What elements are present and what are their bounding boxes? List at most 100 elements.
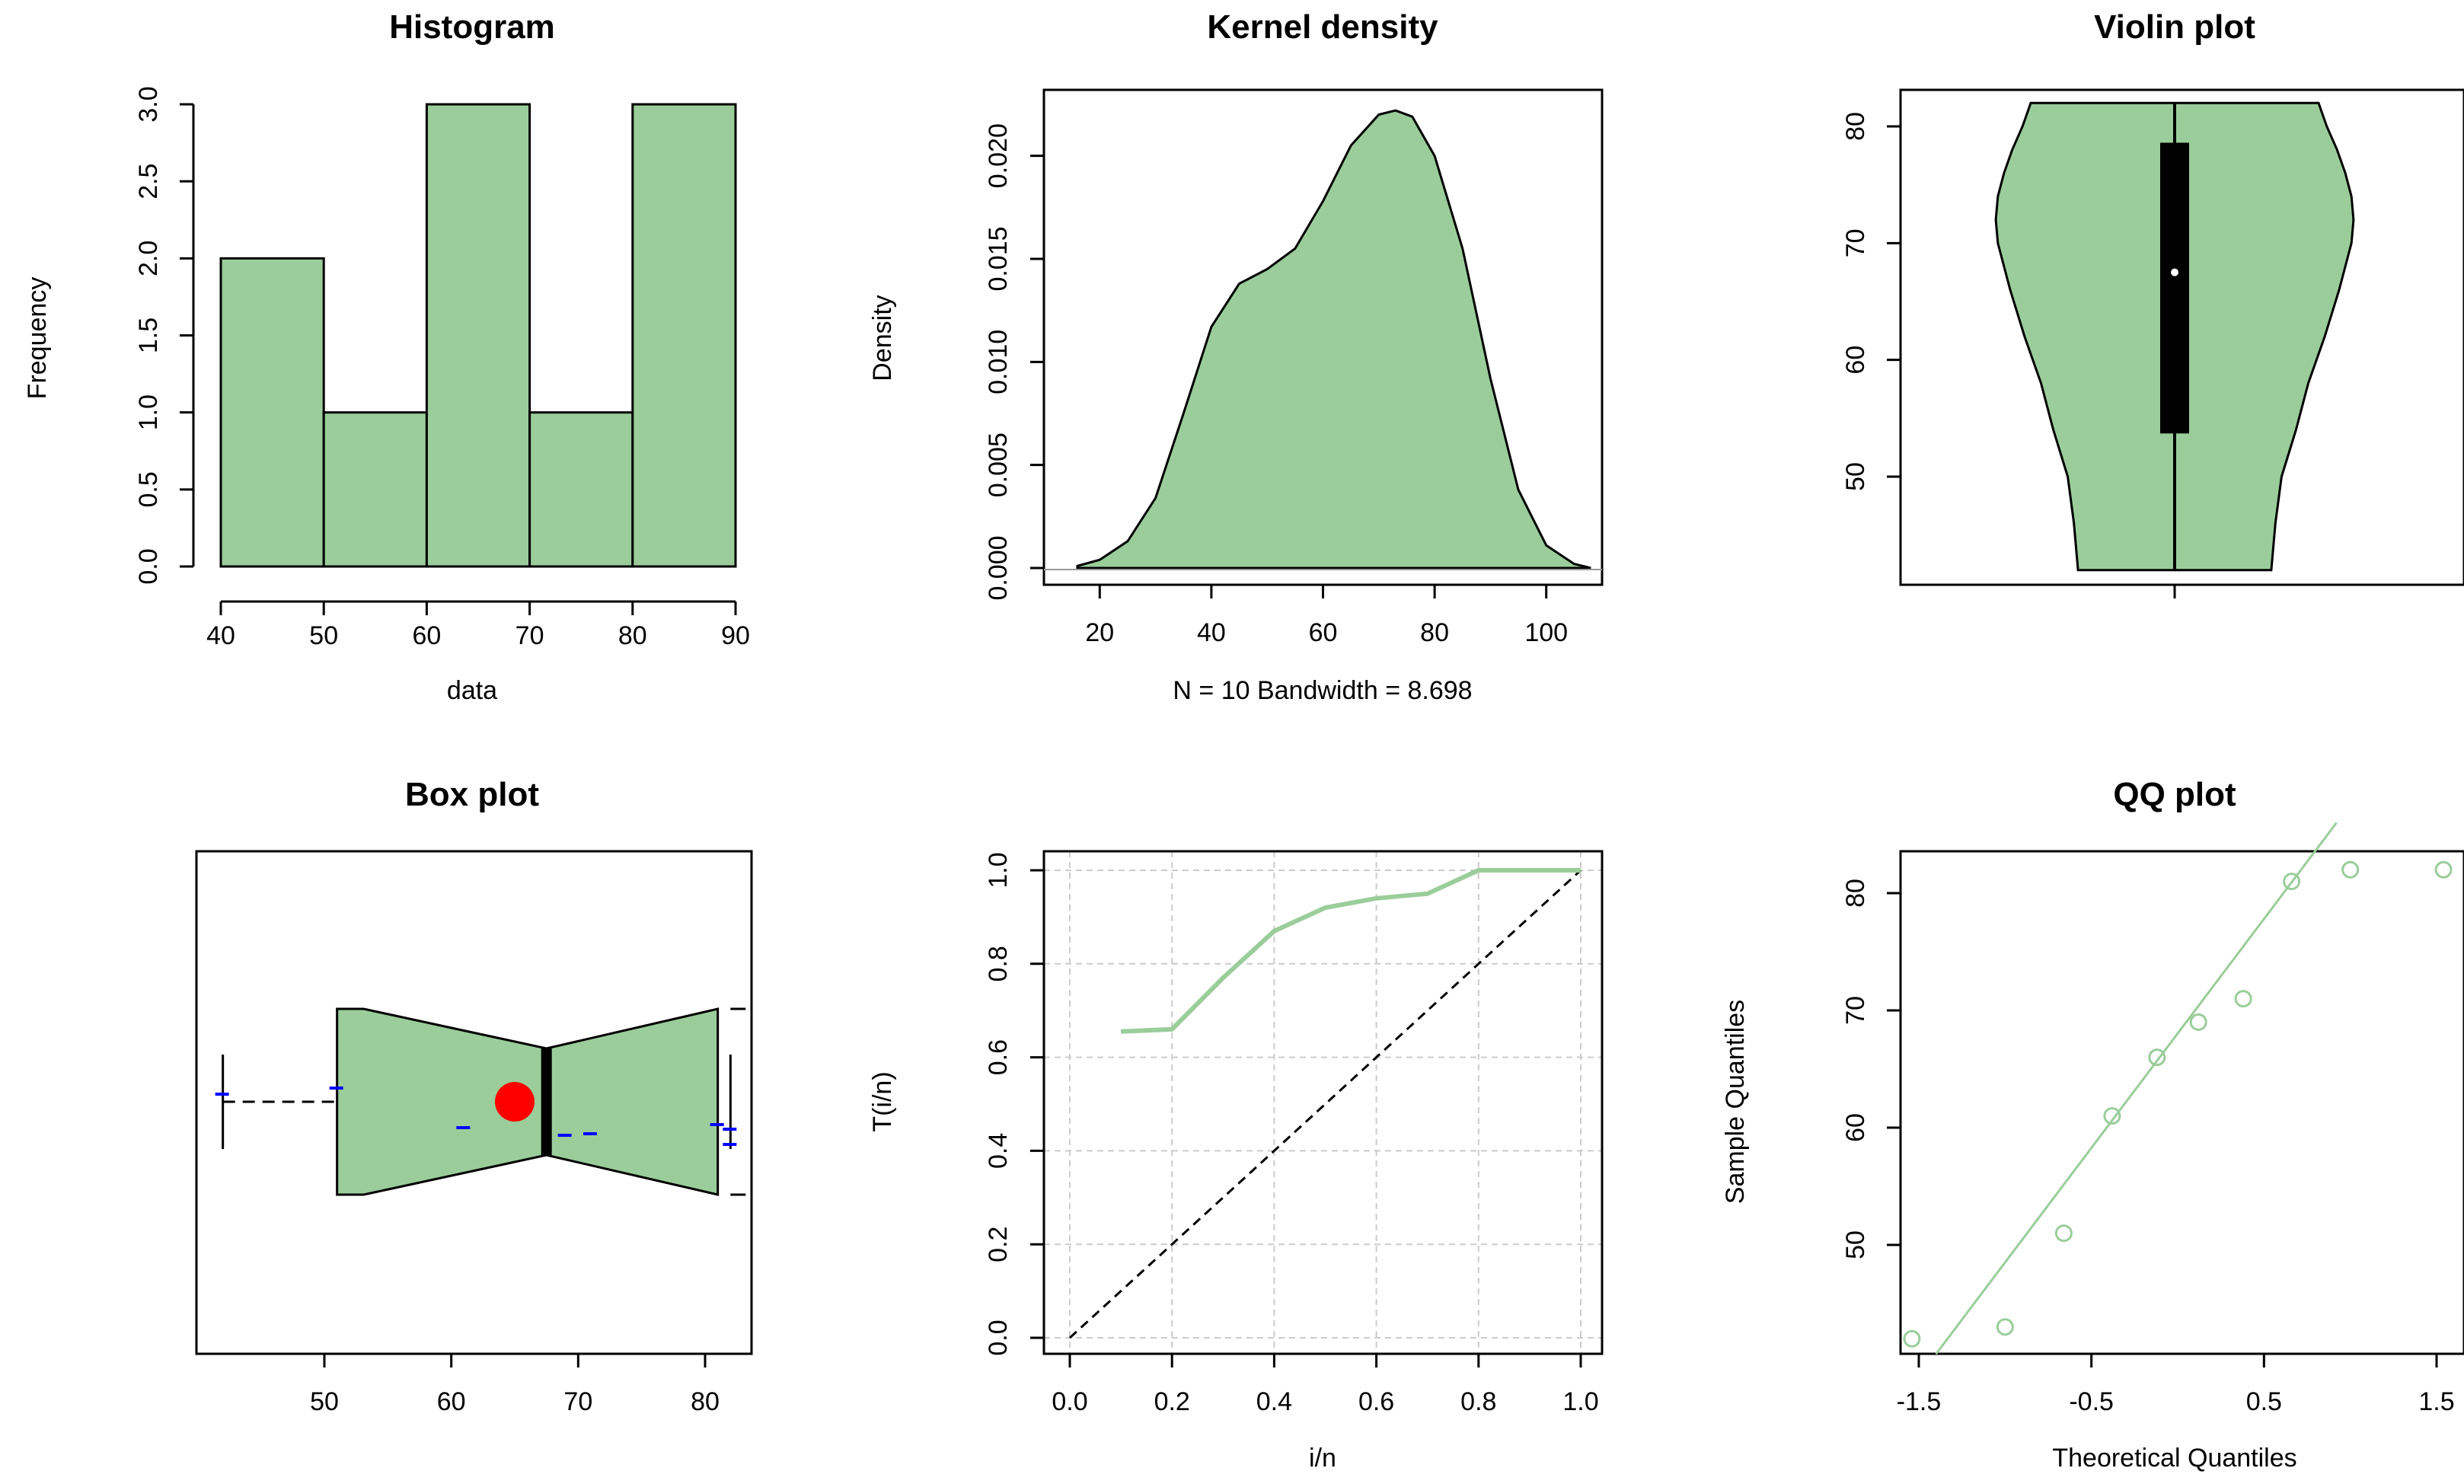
histogram-y-tick-label: 2.0 — [134, 241, 163, 276]
ttt-y-axis: 0.0 0.2 0.4 0.6 0.8 1.0 — [984, 852, 1044, 1356]
histogram-x-tick-label: 60 — [412, 621, 441, 650]
ttt-y-tick-label: 0.6 — [984, 1039, 1013, 1075]
histogram-x-tick-label: 50 — [309, 621, 338, 650]
ttt-y-tick-label: 0.8 — [984, 946, 1013, 981]
violin-median-point — [2171, 268, 2178, 276]
qq-plot-panel: QQ plot Theoretical Quantiles Sample Qua… — [1721, 776, 2464, 1473]
qq-x-tick-label: -0.5 — [2069, 1387, 2114, 1416]
qq-reference-line — [1935, 822, 2338, 1355]
histogram-y-tick-label: 0.0 — [134, 548, 163, 584]
box-jitter-point — [710, 1123, 724, 1126]
qq-y-tick-label: 50 — [1841, 1230, 1870, 1259]
kernel-density-area — [1076, 109, 1591, 570]
histogram-x-tick-label: 40 — [206, 621, 235, 650]
box-mean-point — [495, 1082, 535, 1122]
histogram-x-axis: 40 50 60 70 80 90 — [206, 600, 750, 650]
violin-title: Violin plot — [2094, 8, 2255, 46]
ttt-plot-panel: i/n T(i/n) 0.0 0.2 0.4 0.6 0.8 1.0 0.00.20.40… — [868, 850, 1604, 1473]
histogram-y-tick-label: 0.5 — [134, 471, 163, 507]
ttt-y-tick-label: 1.0 — [984, 852, 1013, 888]
histogram-y-tick-label: 2.5 — [134, 164, 163, 199]
qq-points — [1903, 860, 2453, 1348]
qq-point — [2283, 873, 2301, 891]
histogram-x-tick-label: 70 — [515, 621, 544, 650]
kernel-density-x-tick-label: 60 — [1309, 618, 1338, 647]
qq-y-label: Sample Quantiles — [1721, 1000, 1750, 1204]
qq-point — [2148, 1048, 2166, 1067]
violin-y-tick-label: 80 — [1841, 112, 1870, 141]
box-jitter-point — [723, 1128, 737, 1131]
histogram-bar — [425, 103, 531, 568]
box-plot-frame — [195, 850, 753, 1355]
ttt-x-tick-label: 0.4 — [1256, 1387, 1292, 1416]
box-jitter-point — [583, 1132, 597, 1135]
qq-point — [1903, 1329, 1921, 1348]
kernel-density-x-tick-label: 80 — [1420, 618, 1449, 647]
violin-y-axis: 50 60 70 80 — [1841, 112, 1901, 491]
histogram-y-label: Frequency — [23, 277, 52, 400]
histogram-bars — [219, 103, 737, 568]
histogram-bar — [631, 103, 737, 568]
box-jitter-point — [456, 1126, 471, 1129]
histogram-y-tick-label: 3.0 — [134, 86, 163, 122]
ttt-grid — [1044, 851, 1602, 1354]
histogram-x-tick-label: 80 — [618, 621, 647, 650]
qq-point — [1996, 1318, 2014, 1336]
kernel-density-y-tick-label: 0.010 — [984, 330, 1013, 394]
qq-point — [2341, 860, 2360, 879]
kernel-density-x-label: N = 10 Bandwidth = 8.698 — [1173, 676, 1472, 705]
histogram-bar — [528, 411, 634, 568]
box-plot-x-tick-label: 80 — [691, 1387, 720, 1416]
qq-y-tick-label: 80 — [1841, 879, 1870, 908]
histogram-y-tick-label: 1.5 — [134, 318, 163, 353]
kernel-density-x-tick-label: 40 — [1197, 618, 1226, 647]
qq-x-tick-label: -1.5 — [1897, 1387, 1942, 1416]
violin-panel: Violin plot 50 60 70 80 — [1841, 8, 2464, 598]
kernel-density-x-axis: 20 40 60 80 100 — [1085, 585, 1568, 647]
histogram-y-tick-label: 1.0 — [134, 394, 163, 430]
violin-iqr-box — [2160, 142, 2189, 434]
box-plot-title: Box plot — [405, 776, 539, 813]
qq-title: QQ plot — [2113, 776, 2236, 813]
qq-x-label: Theoretical Quantiles — [2052, 1444, 2296, 1473]
qq-point — [2189, 1013, 2207, 1031]
kernel-density-x-tick-label: 100 — [1524, 618, 1568, 647]
ttt-y-label: T(i/n) — [868, 1071, 897, 1131]
kernel-density-y-tick-label: 0.015 — [984, 226, 1013, 291]
qq-point — [2234, 990, 2252, 1008]
ttt-x-tick-label: 0.8 — [1460, 1387, 1496, 1416]
box-jitter-point — [215, 1093, 229, 1096]
violin-y-tick-label: 70 — [1841, 228, 1870, 257]
qq-x-axis: -1.5 -0.5 0.5 1.5 — [1897, 1354, 2455, 1416]
kernel-density-x-tick-label: 20 — [1085, 618, 1114, 647]
qq-point — [2434, 860, 2453, 879]
violin-y-tick-label: 50 — [1841, 462, 1870, 491]
ttt-x-tick-label: 1.0 — [1562, 1387, 1598, 1416]
histogram-panel: Histogram data Frequency 40 50 60 70 80 90 0.… — [23, 8, 750, 705]
box-plot-x-tick-label: 50 — [310, 1387, 339, 1416]
box-jitter-point — [557, 1134, 572, 1137]
ttt-y-tick-label: 0.2 — [984, 1227, 1013, 1262]
kernel-density-panel: Kernel density N = 10 Bandwidth = 8.698 … — [868, 8, 1604, 705]
qq-point — [2103, 1107, 2121, 1125]
ttt-y-tick-label: 0.4 — [984, 1133, 1013, 1169]
qq-y-tick-label: 60 — [1841, 1113, 1870, 1142]
kernel-density-y-axis: 0.000 0.005 0.010 0.015 0.020 — [984, 123, 1044, 601]
qq-x-tick-label: 1.5 — [2418, 1387, 2454, 1416]
qq-y-tick-label: 70 — [1841, 996, 1870, 1025]
qq-y-axis: 50 60 70 80 — [1841, 879, 1901, 1259]
ttt-curve — [1120, 868, 1581, 1034]
histogram-x-tick-label: 90 — [721, 621, 750, 650]
ttt-x-label: i/n — [1309, 1444, 1336, 1473]
box-plot-x-tick-label: 60 — [437, 1387, 466, 1416]
ttt-reference-diagonal — [1068, 869, 1582, 1339]
box-plot-x-axis: 50 60 70 80 — [310, 1354, 720, 1416]
histogram-x-label: data — [447, 676, 497, 705]
ttt-x-axis: 0.0 0.2 0.4 0.6 0.8 1.0 — [1052, 1354, 1599, 1416]
kernel-density-title: Kernel density — [1207, 8, 1438, 46]
box-jitter-point — [329, 1087, 343, 1090]
ttt-frame — [1042, 850, 1604, 1355]
histogram-title: Histogram — [389, 8, 555, 46]
violin-frame — [1899, 88, 2464, 586]
